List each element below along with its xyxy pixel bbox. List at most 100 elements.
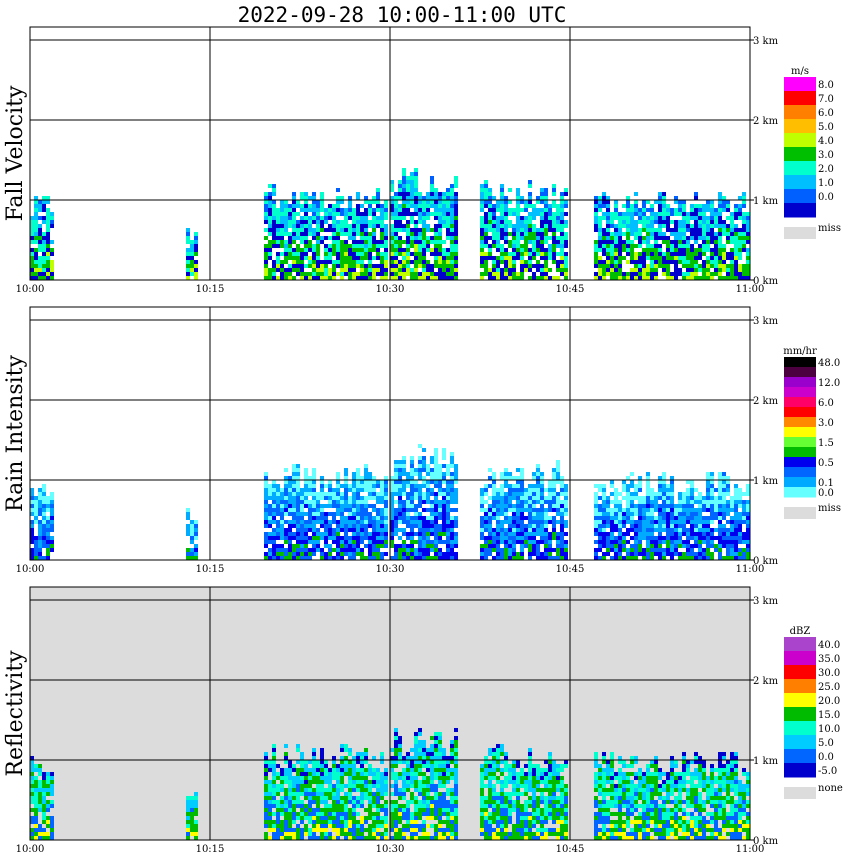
echo-cell [410,172,414,176]
echo-cell [548,552,552,556]
echo-cell [364,488,368,492]
echo-cell [410,460,414,464]
echo-cell [610,492,614,496]
echo-cell [324,828,328,832]
echo-cell [340,832,344,836]
echo-cell [312,552,316,556]
echo-cell [316,512,320,516]
echo-cell [264,836,268,840]
echo-cell [528,556,532,560]
echo-cell [268,780,272,784]
echo-cell [520,548,524,552]
echo-cell [320,756,324,760]
echo-cell [722,248,726,252]
echo-cell [686,228,690,232]
echo-cell [434,188,438,192]
echo-cell [308,516,312,520]
echo-cell [344,532,348,536]
echo-cell [626,528,630,532]
echo-cell [348,512,352,516]
echo-cell [376,204,380,208]
echo-cell [348,524,352,528]
y-tick-label: 3 km [753,36,779,47]
echo-cell [394,256,398,260]
echo-cell [722,532,726,536]
echo-cell [34,256,38,260]
echo-cell [698,236,702,240]
echo-cell [446,472,450,476]
echo-cell [686,268,690,272]
echo-cell [288,204,292,208]
echo-cell [626,556,630,560]
echo-cell [284,208,288,212]
echo-cell [698,516,702,520]
echo-cell [594,540,598,544]
echo-cell [706,476,710,480]
echo-cell [264,832,268,836]
echo-cell [406,484,410,488]
echo-cell [598,240,602,244]
echo-cell [264,756,268,760]
echo-cell [430,548,434,552]
echo-cell [284,468,288,472]
echo-cell [364,512,368,516]
echo-cell [528,500,532,504]
echo-cell [296,244,300,248]
echo-cell [682,216,686,220]
echo-cell [304,520,308,524]
echo-cell [304,764,308,768]
echo-cell [332,824,336,828]
echo-cell [610,256,614,260]
echo-cell [414,504,418,508]
echo-cell [536,528,540,532]
echo-cell [308,264,312,268]
echo-cell [406,180,410,184]
echo-cell [320,272,324,276]
echo-cell [42,540,46,544]
echo-cell [320,536,324,540]
echo-cell [598,484,602,488]
echo-cell [336,812,340,816]
echo-cell [426,224,430,228]
echo-cell [532,212,536,216]
echo-cell [662,212,666,216]
echo-cell [492,508,496,512]
echo-cell [602,520,606,524]
echo-cell [678,204,682,208]
echo-cell [328,260,332,264]
echo-cell [328,784,332,788]
echo-cell [414,260,418,264]
echo-cell [454,492,458,496]
echo-cell [368,524,372,528]
echo-cell [520,216,524,220]
echo-cell [536,244,540,248]
echo-cell [42,208,46,212]
echo-cell [394,200,398,204]
echo-cell [364,276,368,280]
echo-cell [528,260,532,264]
echo-cell [564,552,568,556]
echo-cell [500,228,504,232]
echo-cell [434,244,438,248]
echo-cell [670,500,674,504]
echo-cell [710,228,714,232]
echo-cell [734,548,738,552]
echo-cell [414,232,418,236]
echo-cell [348,792,352,796]
echo-cell [734,540,738,544]
echo-cell [480,524,484,528]
echo-cell [658,540,662,544]
echo-cell [280,212,284,216]
echo-cell [324,836,328,840]
echo-cell [34,776,38,780]
echo-cell [402,544,406,548]
echo-cell [328,780,332,784]
echo-cell [316,544,320,548]
echo-cell [284,836,288,840]
echo-cell [276,240,280,244]
echo-cell [380,512,384,516]
echo-cell [332,784,336,788]
legend-swatch [784,477,816,488]
